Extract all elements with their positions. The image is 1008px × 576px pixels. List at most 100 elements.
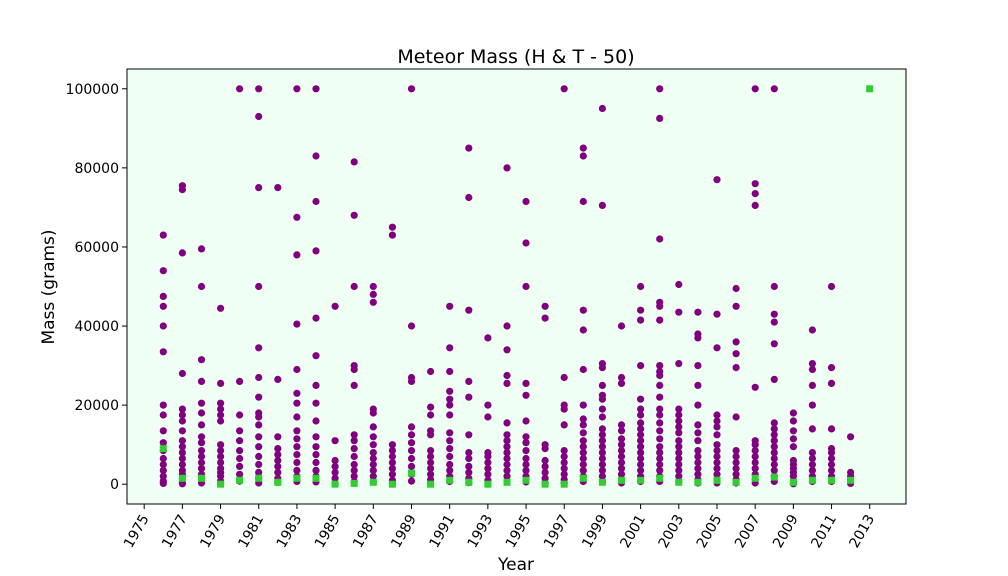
data-point-series0-187 bbox=[407, 447, 416, 455]
data-point-series0-256 bbox=[522, 239, 530, 247]
data-point-series0-494 bbox=[808, 466, 817, 474]
y-tick-label: 100000 bbox=[66, 82, 119, 98]
data-point-series0-167 bbox=[369, 466, 377, 474]
data-point-series0-222 bbox=[465, 377, 473, 385]
data-point-series0-6 bbox=[159, 401, 167, 409]
data-point-series0-425 bbox=[713, 464, 721, 472]
data-point-series0-242 bbox=[503, 346, 511, 354]
data-point-series0-98 bbox=[274, 456, 282, 465]
data-point-series0-367 bbox=[656, 371, 664, 380]
data-point-series0-207 bbox=[446, 387, 454, 395]
data-point-series0-504 bbox=[827, 460, 836, 469]
data-point-series0-436 bbox=[732, 452, 740, 461]
data-point-series0-66 bbox=[236, 85, 244, 93]
data-point-series0-355 bbox=[637, 460, 645, 469]
data-point-series0-285 bbox=[560, 458, 568, 467]
data-point-series0-371 bbox=[656, 411, 664, 419]
data-point-series0-152 bbox=[350, 460, 358, 469]
data-point-series0-434 bbox=[732, 413, 740, 421]
data-point-series0-384 bbox=[675, 360, 683, 368]
data-point-series0-458 bbox=[770, 310, 778, 318]
data-point-series0-38 bbox=[197, 377, 206, 385]
data-point-series0-135 bbox=[331, 302, 339, 310]
data-point-series0-19 bbox=[178, 249, 186, 257]
data-point-series0-106 bbox=[293, 320, 301, 328]
data-point-series0-80 bbox=[255, 344, 263, 352]
data-point-series0-431 bbox=[732, 338, 740, 346]
data-point-series0-122 bbox=[312, 247, 320, 255]
data-point-series0-321 bbox=[598, 449, 607, 457]
data-point-series0-189 bbox=[407, 462, 416, 470]
data-point-series0-176 bbox=[388, 464, 396, 472]
data-point-series0-147 bbox=[350, 381, 358, 389]
data-point-series0-221 bbox=[465, 306, 473, 314]
x-axis-label: Year bbox=[497, 555, 534, 575]
y-tick-label: 0 bbox=[110, 477, 119, 493]
data-point-series0-153 bbox=[350, 466, 358, 474]
data-point-series0-375 bbox=[656, 443, 664, 451]
data-point-series0-29 bbox=[178, 460, 186, 469]
data-point-series0-269 bbox=[541, 302, 549, 310]
data-point-series0-78 bbox=[255, 184, 263, 192]
data-point-series0-263 bbox=[522, 447, 530, 455]
data-point-series0-411 bbox=[694, 470, 702, 478]
data-point-series0-393 bbox=[675, 454, 683, 463]
x-tick-label: 2007 bbox=[732, 512, 764, 551]
data-point-series0-498 bbox=[827, 364, 836, 372]
data-point-series0-115 bbox=[293, 458, 301, 467]
data-point-series0-185 bbox=[407, 431, 416, 439]
data-point-series0-261 bbox=[522, 433, 530, 441]
data-point-series0-34 bbox=[178, 480, 186, 488]
data-point-series0-131 bbox=[312, 458, 320, 467]
data-point-series0-90 bbox=[255, 468, 263, 476]
data-point-series0-423 bbox=[713, 452, 721, 461]
data-point-series0-192 bbox=[427, 367, 435, 376]
data-point-series0-116 bbox=[293, 466, 301, 474]
data-point-series0-390 bbox=[675, 437, 683, 445]
data-point-series0-320 bbox=[598, 443, 607, 451]
data-point-series0-3 bbox=[159, 302, 167, 310]
data-point-series0-71 bbox=[236, 447, 244, 455]
data-point-series0-389 bbox=[675, 429, 683, 437]
data-point-series0-243 bbox=[503, 371, 511, 380]
x-axis-ticks: 1975 1977 1979 1981 1983 1985 1987 1989 1991 1993… bbox=[121, 504, 878, 551]
data-point-series0-235 bbox=[484, 452, 492, 461]
data-point-series0-309 bbox=[598, 201, 607, 209]
data-point-series0-45 bbox=[197, 452, 206, 461]
data-point-series0-193 bbox=[427, 403, 435, 411]
x-tick-label: 1979 bbox=[197, 512, 229, 551]
data-point-series0-283 bbox=[560, 447, 568, 455]
data-point-series0-199 bbox=[427, 458, 435, 467]
data-point-series0-129 bbox=[312, 443, 320, 451]
data-point-series0-392 bbox=[675, 449, 683, 457]
data-point-series0-28 bbox=[178, 454, 186, 463]
data-point-series0-231 bbox=[484, 334, 492, 342]
x-tick-label: 1983 bbox=[274, 512, 306, 551]
data-point-series0-108 bbox=[293, 389, 301, 397]
chart-title: Meteor Mass (H & T - 50) bbox=[397, 46, 634, 68]
data-point-series0-343 bbox=[637, 316, 645, 324]
data-point-series0-40 bbox=[197, 409, 206, 417]
data-point-series0-138 bbox=[331, 462, 339, 470]
data-point-series0-124 bbox=[312, 352, 320, 360]
data-point-series0-386 bbox=[675, 411, 683, 419]
data-point-series0-322 bbox=[598, 454, 607, 463]
x-tick-label: 2009 bbox=[770, 512, 802, 551]
data-point-series0-163 bbox=[369, 441, 377, 449]
data-point-series0-255 bbox=[522, 197, 530, 206]
data-point-series1-20 bbox=[541, 480, 549, 488]
data-point-series0-69 bbox=[236, 427, 244, 435]
data-point-series1-1 bbox=[178, 474, 186, 482]
data-point-series0-111 bbox=[293, 427, 301, 435]
data-point-series0-293 bbox=[579, 306, 587, 314]
data-point-series0-435 bbox=[732, 447, 740, 455]
data-point-series0-246 bbox=[503, 431, 511, 439]
data-point-series0-294 bbox=[579, 326, 587, 334]
data-point-series0-24 bbox=[178, 427, 186, 435]
data-point-series0-165 bbox=[369, 454, 377, 463]
data-point-series1-0 bbox=[159, 445, 167, 453]
data-point-series0-237 bbox=[484, 464, 492, 472]
data-point-series0-324 bbox=[598, 466, 607, 474]
data-point-series1-7 bbox=[293, 474, 301, 482]
